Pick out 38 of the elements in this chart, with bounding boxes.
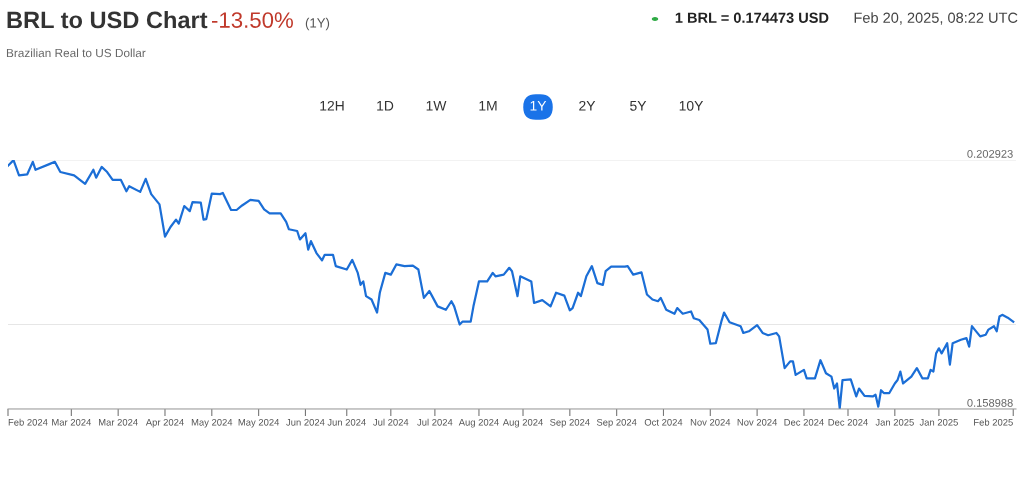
text: 12H [320, 100, 344, 111]
x-tick-label: Dec 2024 [828, 418, 868, 426]
text: 1W [426, 101, 447, 111]
x-tick-label: Jun 2024 [286, 418, 325, 426]
text: 10Y [679, 100, 704, 111]
text: 1D [377, 101, 394, 111]
x-tick-label: Oct 2024 [644, 418, 683, 426]
text: 5Y [630, 101, 647, 111]
text: 2Y [579, 100, 596, 111]
x-tick-label: Sep 2024 [550, 418, 590, 428]
x-tick-label: Mar 2024 [98, 418, 138, 426]
x-tick-label: Nov 2024 [737, 418, 778, 426]
x-tick-label: Aug 2024 [458, 418, 499, 428]
text: 1Y [530, 101, 547, 111]
y-tick-label: 0.158988 [967, 398, 1013, 407]
x-tick-label: Feb 2024 [8, 418, 48, 426]
x-tick-label: Mar 2024 [52, 418, 92, 426]
x-tick-label: Sep 2024 [596, 418, 637, 428]
x-tick-label: Apr 2024 [145, 418, 184, 428]
text: (1Y) [305, 17, 330, 31]
x-tick-label: Feb 2025 [974, 418, 1013, 426]
text: 1 BRL = 0.174473 USD [675, 12, 829, 23]
x-tick-label: Jan 2025 [919, 418, 958, 426]
x-tick-label: May 2024 [238, 418, 280, 428]
x-tick-label: Aug 2024 [502, 418, 543, 428]
x-tick-label: Dec 2024 [784, 418, 824, 426]
x-tick-label: Jul 2024 [417, 418, 453, 426]
text: -13.50% [211, 12, 293, 28]
text: 1M [479, 101, 497, 111]
x-tick-label: Nov 2024 [690, 418, 731, 426]
x-tick-label: Jan 2025 [875, 418, 914, 426]
y-tick-label: 0.202923 [967, 149, 1013, 158]
x-tick-label: May 2024 [191, 418, 233, 428]
x-tick-label: Jul 2024 [373, 418, 409, 426]
text: Feb 20, 2025, 08:22 UTC [854, 12, 1018, 25]
chart-subtitle: Brazilian Real to US Dollar [6, 48, 146, 58]
x-tick-label: Jun 2024 [327, 418, 366, 426]
chart-title: BRL to USD Chart [7, 11, 208, 29]
